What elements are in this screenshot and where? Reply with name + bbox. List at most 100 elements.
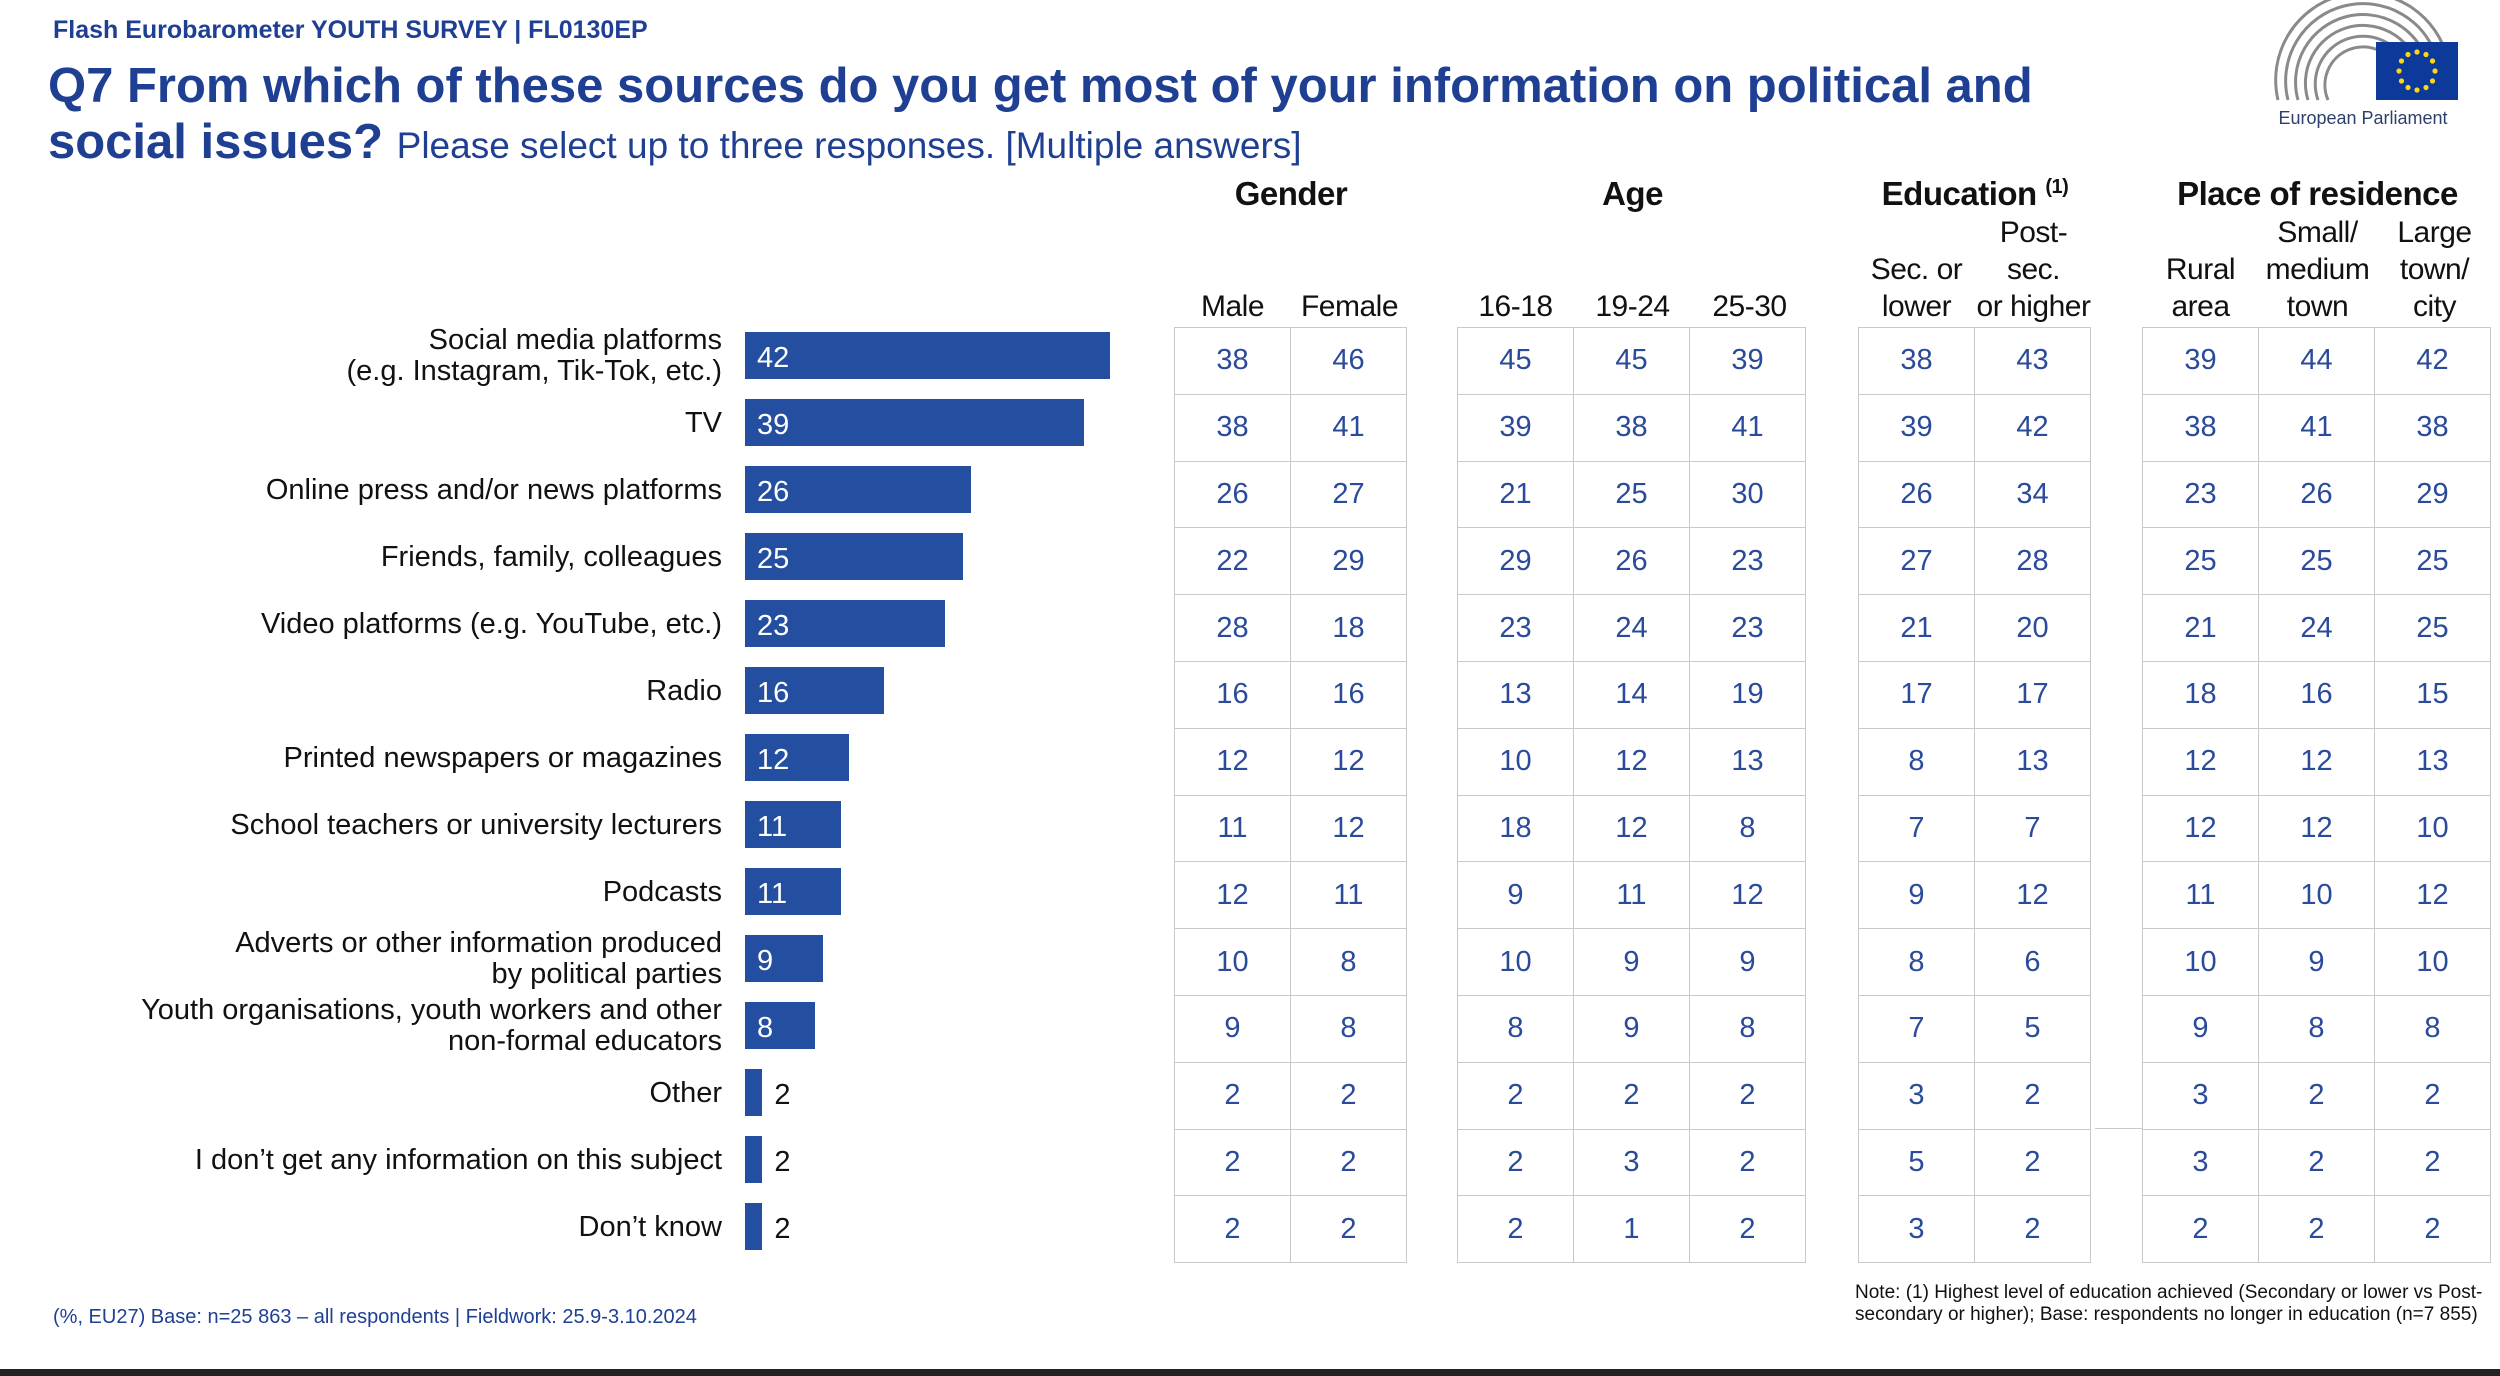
table-cell: 7 — [1858, 794, 1975, 863]
table-cell: 10 — [2258, 861, 2375, 930]
column-header-line: or higher — [1976, 290, 2091, 323]
table-cell: 2 — [1174, 1195, 1291, 1264]
bar — [745, 1069, 763, 1116]
table-cell: 2 — [1974, 1061, 2091, 1130]
table-cell: 12 — [1689, 861, 1806, 930]
table-cell: 20 — [1974, 594, 2091, 662]
category-label: Youth organisations, youth workers and o… — [141, 993, 722, 1059]
table-cell: 8 — [2374, 994, 2491, 1063]
question-instruction: Please select up to three responses. [Mu… — [396, 125, 1302, 166]
table-cell: 27 — [1858, 527, 1975, 596]
table-cell: 19 — [1689, 660, 1806, 729]
table-cell: 12 — [2258, 794, 2375, 863]
bar-value-label: 23 — [757, 610, 790, 642]
bar — [745, 399, 1085, 446]
table-cell: 45 — [1573, 327, 1690, 395]
table-cell: 28 — [1174, 594, 1291, 662]
table-cell: 29 — [1290, 527, 1407, 596]
category-label: Online press and/or news platforms — [266, 457, 722, 523]
bar — [745, 935, 824, 982]
category-label-line: Youth organisations, youth workers and o… — [141, 994, 722, 1026]
table-row: 10 8 — [1174, 928, 1407, 996]
table-cell: 25 — [2142, 527, 2259, 596]
table-cell: 9 — [1457, 861, 1574, 930]
category-label: Social media platforms (e.g. Instagram, T… — [347, 323, 723, 389]
table-cell: 2 — [1974, 1128, 2091, 1197]
table-cell: 17 — [1858, 660, 1975, 729]
group-age: Age — [1602, 175, 1663, 212]
table-cell: 2 — [2258, 1195, 2375, 1264]
column-header: Rural area — [2142, 205, 2259, 325]
table-row: 12 12 13 — [2142, 727, 2491, 796]
category-label-line: Online press and/or news platforms — [265, 473, 722, 506]
bar — [745, 533, 963, 580]
bar — [745, 1002, 815, 1049]
category-label-line: non-formal educators — [447, 1025, 722, 1057]
bar — [745, 332, 1111, 379]
table-row: 12 11 — [1174, 861, 1407, 930]
table-cell: 8 — [1290, 994, 1407, 1063]
table-row: 45 45 39 — [1457, 327, 1806, 395]
bar-value-label: 39 — [757, 409, 790, 441]
category-label-line: Friends, family, colleagues — [380, 540, 722, 573]
column-header-line: town/ — [2399, 253, 2470, 286]
table-cell: 6 — [1974, 928, 2091, 996]
table-cell: 12 — [2374, 861, 2491, 930]
table-cell: 8 — [1689, 794, 1806, 863]
column-header-line: lower — [1881, 290, 1952, 323]
table-cell: 9 — [1689, 928, 1806, 996]
column-header: Sec. or lower — [1858, 205, 1975, 325]
table-cell: 26 — [1573, 527, 1690, 596]
table-cell: 42 — [2374, 327, 2491, 395]
table-cell: 13 — [2374, 727, 2491, 796]
bar — [745, 868, 841, 915]
table-cell: 3 — [1858, 1195, 1975, 1264]
table-row: 39 42 — [1858, 393, 2091, 462]
table-cell: 11 — [1290, 861, 1407, 930]
column-header: Female — [1291, 205, 1408, 325]
table-cell: 24 — [1573, 594, 1690, 662]
bar-value-label: 2 — [774, 1213, 791, 1245]
table-cell: 12 — [2142, 794, 2259, 863]
table-cell: 38 — [1174, 393, 1291, 462]
bar-value-label: 8 — [757, 1012, 774, 1044]
table-cell: 23 — [1689, 527, 1806, 596]
table-row: 27 28 — [1858, 527, 2091, 596]
category-label: Printed newspapers or magazines — [284, 725, 722, 791]
table-cell: 18 — [2142, 660, 2259, 729]
table-row: 8 13 — [1858, 727, 2091, 796]
table-row: 22 29 — [1174, 527, 1407, 596]
table-cell: 18 — [1290, 594, 1407, 662]
table-cell: 12 — [1290, 727, 1407, 796]
table-cell: 39 — [1457, 393, 1574, 462]
table-cell: 18 — [1457, 794, 1574, 863]
table-cell: 29 — [1457, 527, 1574, 596]
category-label-line: by political parties — [491, 958, 723, 990]
table-cell: 39 — [1858, 393, 1975, 462]
category-label: Other — [649, 1060, 722, 1126]
table-row: 9 11 12 — [1457, 861, 1806, 930]
table-cell: 26 — [1174, 460, 1291, 529]
table-row: 28 18 — [1174, 594, 1407, 662]
category-label-line: (e.g. Instagram, Tik-Tok, etc.) — [346, 355, 723, 387]
table-cell: 10 — [1174, 928, 1291, 996]
column-header-line: Post-sec. — [1999, 216, 2068, 286]
table-cell: 13 — [1457, 660, 1574, 729]
bottom-divider — [0, 1369, 2500, 1376]
table-cell: 2 — [1174, 1128, 1291, 1197]
category-label-line: Social media platforms — [428, 324, 722, 356]
column-header: Large town/city — [2376, 205, 2493, 325]
table-row: 11 12 — [1174, 794, 1407, 863]
table-cell: 9 — [2258, 928, 2375, 996]
table-cell: 11 — [2142, 861, 2259, 930]
table-residence: 39 44 42 38 41 38 23 26 29 25 25 25 21 24 25 18 16 15 12 12… — [2142, 327, 2491, 1264]
